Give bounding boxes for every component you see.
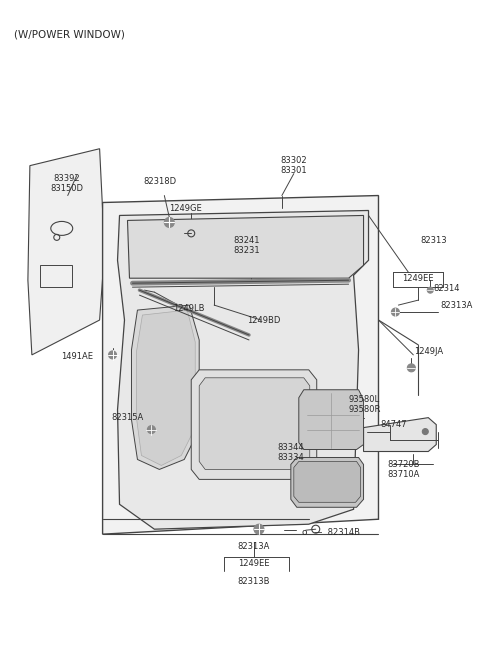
Polygon shape xyxy=(103,195,379,534)
Polygon shape xyxy=(294,461,360,502)
Text: —  82314B: — 82314B xyxy=(314,527,360,537)
Polygon shape xyxy=(363,418,436,451)
Polygon shape xyxy=(299,390,363,449)
Polygon shape xyxy=(132,305,199,470)
Text: 83720B
83710A: 83720B 83710A xyxy=(387,460,420,479)
Text: 83344
83334: 83344 83334 xyxy=(277,443,304,462)
Polygon shape xyxy=(28,149,105,355)
Text: 84747: 84747 xyxy=(380,420,407,429)
Text: 83302
83301: 83302 83301 xyxy=(280,156,307,175)
Text: 82313B: 82313B xyxy=(238,577,270,586)
Polygon shape xyxy=(291,457,363,507)
Circle shape xyxy=(408,364,415,372)
Circle shape xyxy=(254,524,264,534)
Text: 1249GE: 1249GE xyxy=(169,205,202,213)
Text: 1491AE: 1491AE xyxy=(60,352,93,361)
Polygon shape xyxy=(128,215,363,278)
Circle shape xyxy=(108,351,117,359)
Text: 82313A: 82313A xyxy=(440,300,473,310)
Text: 82313A: 82313A xyxy=(238,542,270,551)
Bar xyxy=(40,265,72,287)
Polygon shape xyxy=(191,370,317,480)
Circle shape xyxy=(422,428,428,434)
Text: 1249BD: 1249BD xyxy=(247,316,281,325)
Text: o: o xyxy=(301,527,307,537)
Circle shape xyxy=(427,287,433,293)
Text: 82313: 82313 xyxy=(420,236,446,245)
Text: 82314: 82314 xyxy=(433,283,459,293)
Circle shape xyxy=(164,217,174,228)
Text: (W/POWER WINDOW): (W/POWER WINDOW) xyxy=(14,30,125,39)
Polygon shape xyxy=(199,378,310,470)
Circle shape xyxy=(147,426,156,434)
Text: 1249JA: 1249JA xyxy=(414,348,443,356)
Text: 83241
83231: 83241 83231 xyxy=(234,236,260,255)
Polygon shape xyxy=(136,310,195,466)
Polygon shape xyxy=(118,211,369,529)
Text: 82315A: 82315A xyxy=(111,413,144,422)
Circle shape xyxy=(391,308,399,316)
Text: 82318D: 82318D xyxy=(144,176,177,186)
Text: 93580L
93580R: 93580L 93580R xyxy=(348,395,381,415)
Text: 1249EE: 1249EE xyxy=(403,274,434,283)
Text: 1249EE: 1249EE xyxy=(238,559,270,568)
Text: 1249LB: 1249LB xyxy=(173,304,205,312)
Text: 83392
83150D: 83392 83150D xyxy=(50,174,83,194)
